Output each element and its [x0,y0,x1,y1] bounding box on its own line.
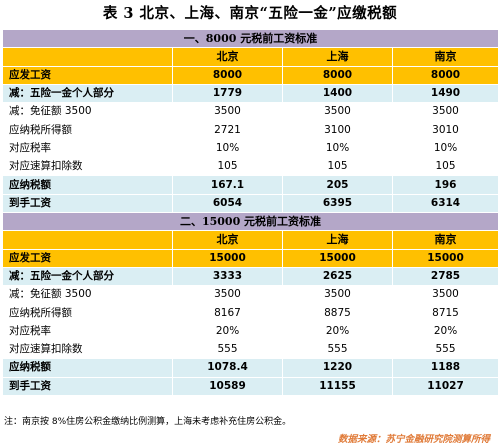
row-label: 对应速算扣除数 [2,340,173,360]
table-cell: 10% [282,138,393,159]
table-cell: 10% [172,138,283,159]
table-row: 对应税率 20% 20% 20% [2,321,500,342]
table-row: 对应税率 10% 10% 10% [2,138,500,159]
table-cell: 8715 [391,303,500,323]
table-cell: 6395 [282,193,393,213]
table-cell: 20% [391,321,500,342]
table-cell: 1220 [282,358,393,378]
row-label: 对应税率 [2,321,173,342]
table-cell: 3500 [282,102,393,122]
table-cell: 20% [172,321,283,342]
section-heading-row: 二、15000 元税前工资标准 [1,211,500,232]
data-source: 数据来源：苏宁金融研究院测算所得 [337,434,490,445]
tax-table: 一、8000 元税前工资标准 北京 上海 南京 应发工资 8000 8000 8000 减：五险… [1,28,500,396]
table-row: 应纳税所得额 2721 3100 3010 [2,120,500,140]
table-cell: 196 [391,175,500,195]
table-cell: 15000 [391,248,500,268]
table-row: 应纳税额 167.1 205 196 [2,175,500,195]
table-cell: 2785 [391,266,500,287]
section-heading: 二、15000 元税前工资标准 [1,211,500,232]
table-cell: 10589 [172,376,283,396]
row-label: 应发工资 [2,248,173,268]
column-header: 南京 [391,47,500,67]
table-row: 减：五险一金个人部分 1779 1400 1490 [2,83,500,104]
column-header-blank [2,47,173,67]
column-header-row: 北京 上海 南京 [2,47,500,67]
row-label: 应发工资 [2,65,173,85]
table-row: 对应速算扣除数 105 105 105 [2,157,500,177]
table-cell: 3500 [172,102,283,122]
table-cell: 205 [282,175,393,195]
table-row: 对应速算扣除数 555 555 555 [2,340,500,360]
table-row: 到手工资 6054 6395 6314 [2,193,500,213]
table-row: 应发工资 8000 8000 8000 [2,65,500,85]
row-label: 对应税率 [2,138,173,159]
table-cell: 105 [282,157,393,177]
row-label: 减：免征额 3500 [2,102,173,122]
row-label: 应纳税所得额 [2,303,173,323]
table-cell: 8167 [172,303,283,323]
table-cell: 1400 [282,83,393,104]
table-cell: 6054 [172,193,283,213]
table-cell: 555 [172,340,283,360]
table-cell: 1779 [172,83,283,104]
row-label: 应纳税所得额 [2,120,173,140]
table-cell: 3500 [391,102,500,122]
table-row: 应纳税所得额 8167 8875 8715 [2,303,500,323]
table-cell: 3500 [391,285,500,305]
table-cell: 2721 [172,120,283,140]
table-cell: 20% [282,321,393,342]
table-cell: 8875 [282,303,393,323]
table-cell: 8000 [282,65,393,85]
table-cell: 8000 [391,65,500,85]
table-cell: 105 [391,157,500,177]
table-cell: 3500 [282,285,393,305]
table-cell: 3100 [282,120,393,140]
table-cell: 2625 [282,266,393,287]
section-heading-row: 一、8000 元税前工资标准 [1,28,500,49]
table-cell: 1078.4 [172,358,283,378]
column-header: 北京 [172,47,283,67]
table-cell: 105 [172,157,283,177]
table-cell: 167.1 [172,175,283,195]
table-cell: 3500 [172,285,283,305]
table-row: 应纳税额 1078.4 1220 1188 [2,358,500,378]
column-header: 上海 [282,230,393,250]
column-header-blank [2,230,173,250]
column-header-row: 北京 上海 南京 [2,230,500,250]
footnote: 注：南京按 8%住房公积金缴纳比例测算，上海未考虑补充住房公积金。 [4,417,292,427]
section-heading: 一、8000 元税前工资标准 [1,28,500,49]
table-row: 应发工资 15000 15000 15000 [2,248,500,268]
column-header: 北京 [172,230,283,250]
row-label: 应纳税额 [2,175,173,195]
table-row: 减：免征额 3500 3500 3500 3500 [2,285,500,305]
table-cell: 1188 [391,358,500,378]
table-cell: 1490 [391,83,500,104]
row-label: 到手工资 [2,376,173,396]
table-cell: 555 [282,340,393,360]
row-label: 对应速算扣除数 [2,157,173,177]
table-row: 减：免征额 3500 3500 3500 3500 [2,102,500,122]
table-row: 到手工资 10589 11155 11027 [2,376,500,396]
table-cell: 11155 [282,376,393,396]
column-header: 南京 [391,230,500,250]
row-label: 减：五险一金个人部分 [2,266,173,287]
table-row: 减：五险一金个人部分 3333 2625 2785 [2,266,500,287]
table-cell: 3333 [172,266,283,287]
table-cell: 3010 [391,120,500,140]
column-header: 上海 [282,47,393,67]
table-cell: 11027 [391,376,500,396]
row-label: 减：五险一金个人部分 [2,83,173,104]
row-label: 应纳税额 [2,358,173,378]
table-cell: 6314 [391,193,500,213]
row-label: 减：免征额 3500 [2,285,173,305]
table-cell: 8000 [172,65,283,85]
table-cell: 555 [391,340,500,360]
table-cell: 15000 [282,248,393,268]
table-cell: 15000 [172,248,283,268]
table-title: 表 3 北京、上海、南京“五险一金”应缴税额 [102,5,398,22]
row-label: 到手工资 [2,193,173,213]
table-cell: 10% [391,138,500,159]
